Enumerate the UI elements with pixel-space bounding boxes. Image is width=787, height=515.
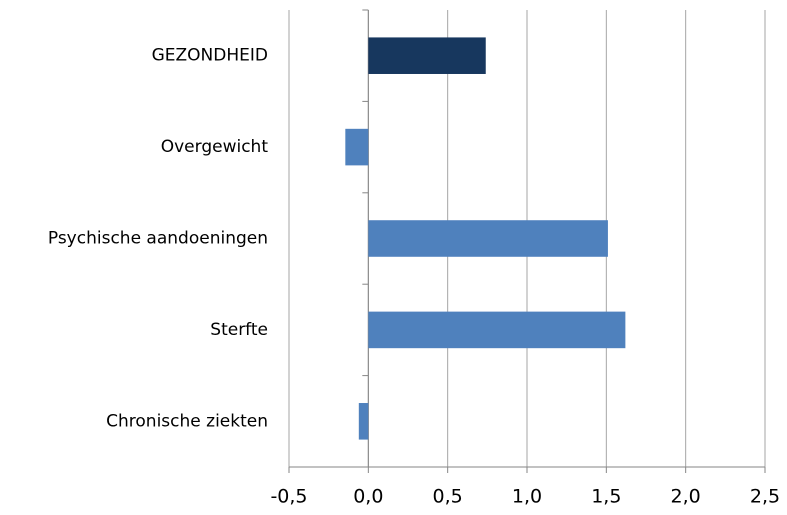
y-tick-label: Sterfte (210, 320, 268, 340)
bar (358, 403, 369, 440)
x-tick-label: 0,5 (433, 486, 463, 508)
bar (368, 37, 486, 74)
bar (345, 128, 369, 166)
y-tick-label: Chronische ziekten (106, 411, 268, 431)
y-tick-label: GEZONDHEID (152, 46, 268, 66)
x-tick-label: 2,5 (750, 486, 780, 508)
x-tick-label: 1,0 (512, 486, 542, 508)
x-tick-label: 2,0 (671, 486, 701, 508)
y-tick-label: Psychische aandoeningen (48, 229, 268, 249)
x-tick-label: 0,0 (353, 486, 383, 508)
x-tick-label: -0,5 (270, 486, 307, 508)
y-tick-label: Overgewicht (161, 137, 269, 157)
bar (368, 220, 608, 257)
bar (368, 311, 626, 349)
x-tick-label: 1,5 (591, 486, 621, 508)
